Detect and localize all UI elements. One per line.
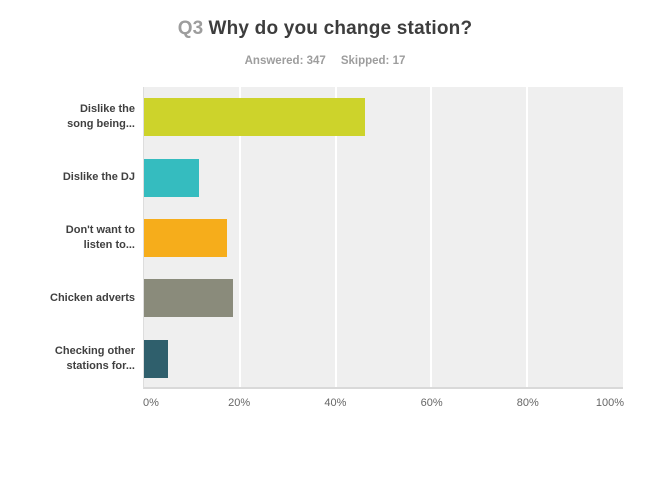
- x-tick-100: 100%: [595, 397, 624, 409]
- x-tick-0: 0%: [143, 397, 159, 409]
- x-tick-60: 60%: [420, 397, 443, 409]
- x-tick-40: 40%: [324, 397, 347, 409]
- bar-row: [144, 268, 623, 328]
- response-stats: Answered: 347 Skipped: 17: [0, 55, 650, 67]
- bar-row: [144, 208, 623, 268]
- bar-row: [144, 87, 623, 147]
- category-axis: Dislike the song being... Dislike the DJ…: [0, 87, 143, 389]
- bar-chicken-adverts: [144, 279, 234, 318]
- category-label: Dislike the song being...: [67, 103, 135, 131]
- x-tick-80: 80%: [516, 397, 539, 409]
- gridline-40: [334, 87, 337, 387]
- category-label: Checking other stations for...: [54, 344, 135, 372]
- bar-checking-other: [144, 339, 169, 378]
- answered-stat: Answered: 347: [244, 55, 326, 67]
- bar-chart: Dislike the song being... Dislike the DJ…: [0, 87, 650, 389]
- x-axis: 0% 20% 40% 60% 80% 100%: [143, 397, 624, 413]
- category-label: Chicken adverts: [50, 291, 135, 304]
- bar-row: [144, 329, 623, 389]
- category-label: Dislike the DJ: [62, 171, 135, 184]
- bar-dont-want-listen: [144, 218, 227, 257]
- skipped-stat: Skipped: 17: [340, 55, 406, 67]
- gridline-20: [238, 87, 241, 387]
- bar-row: [144, 147, 623, 207]
- x-tick-20: 20%: [228, 397, 251, 409]
- category-label: Don't want to listen to...: [65, 223, 135, 251]
- bar-rows: [144, 87, 623, 389]
- bar-dislike-song: [144, 98, 365, 137]
- page-title: Q3 Why do you change station?: [0, 18, 650, 40]
- question-number: Q3: [177, 18, 204, 39]
- plot-area: [143, 87, 623, 389]
- gridline-80: [526, 87, 529, 387]
- bar-dislike-dj: [144, 158, 200, 197]
- gridline-60: [430, 87, 433, 387]
- survey-results-page: Q3 Why do you change station? Answered: 3…: [0, 18, 650, 478]
- question-title-text: Why do you change station?: [208, 18, 473, 39]
